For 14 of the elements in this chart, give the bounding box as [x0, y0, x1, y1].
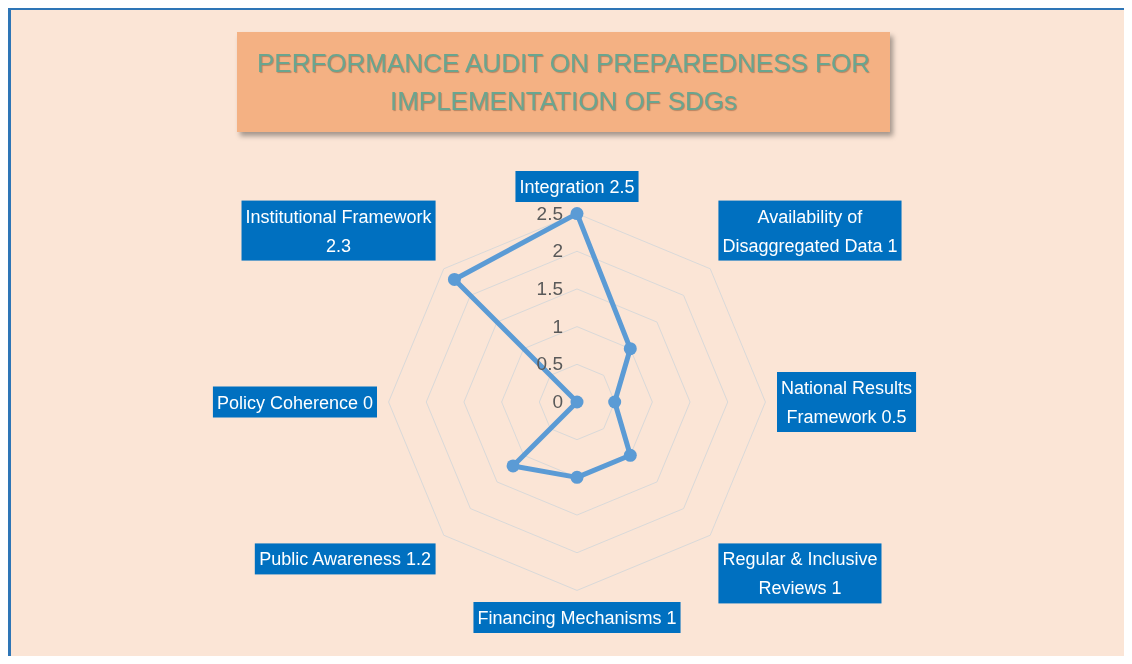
chart-title: PERFORMANCE AUDIT ON PREPAREDNESS FOR IMPLEMENTATION OF SDGs: [256, 47, 871, 118]
spoke-label: Availability of Disaggregated Data 1: [722, 206, 898, 256]
spoke-label: Public Awareness 1.2: [259, 549, 432, 570]
y-tick-label: 2.5: [536, 202, 563, 224]
y-tick-label: 2: [552, 240, 563, 262]
spoke-label: Policy Coherence 0: [216, 392, 373, 413]
spoke-label: Institutional Framework 2.3: [245, 206, 433, 256]
y-tick-label: 1: [552, 315, 563, 337]
spoke-label: National Results Framework 0.5: [781, 378, 913, 427]
y-tick-label: 0: [552, 391, 563, 412]
y-tick-label: 1.5: [536, 277, 563, 299]
spoke-label: Financing Mechanisms 1: [477, 608, 677, 628]
spoke-label: Regular & Inclusive Reviews 1: [722, 549, 878, 599]
spoke-label: Integration 2.5: [519, 177, 635, 197]
